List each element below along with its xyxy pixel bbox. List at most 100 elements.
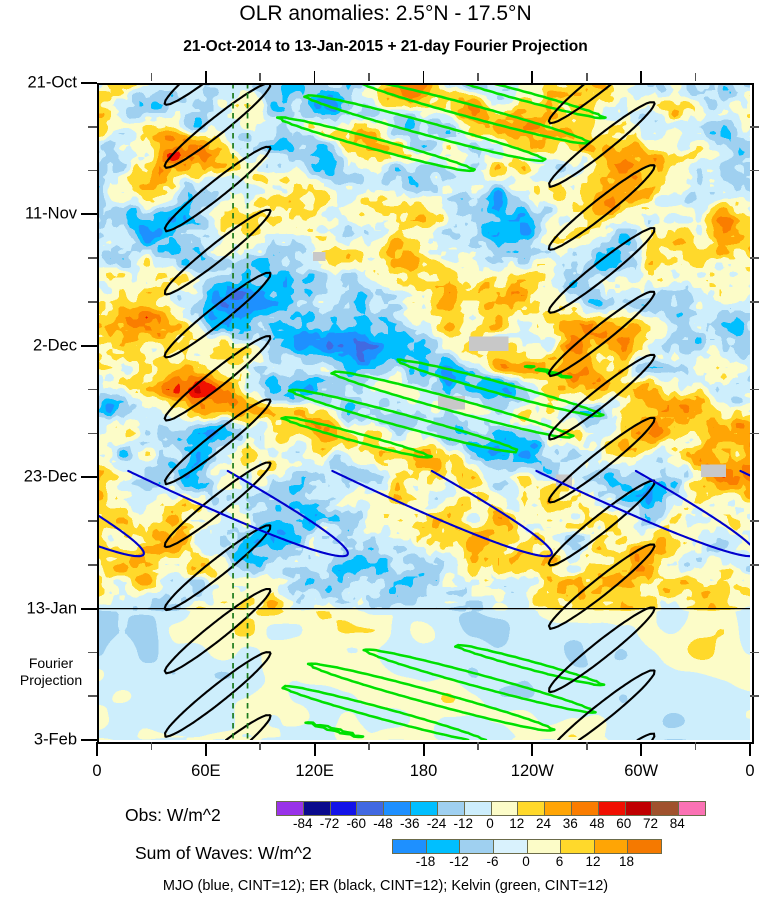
- colorbar-swatch: [459, 840, 493, 853]
- colorbar-tick-label: -48: [373, 816, 393, 831]
- y-tick-minor: [750, 651, 759, 654]
- hovmoller-canvas: [97, 83, 750, 740]
- colorbar-tick-label: 18: [618, 854, 635, 869]
- x-tick-minor: [368, 742, 370, 750]
- colorbar-tick-label: 72: [642, 816, 659, 831]
- colorbar-swatch: [277, 802, 303, 815]
- y-tick-major: [81, 344, 97, 347]
- y-tick-major: [81, 213, 97, 216]
- colorbar-swatch: [678, 802, 705, 815]
- x-tick-minor: [368, 73, 370, 81]
- y-tick-minor: [750, 564, 759, 566]
- colorbar-tick-label: -12: [453, 816, 474, 831]
- x-tick-major: [96, 742, 98, 756]
- x-tick-major: [422, 742, 425, 756]
- colorbar-swatch: [651, 802, 679, 815]
- colorbar-swatch: [302, 802, 330, 815]
- x-tick-label: 180: [409, 762, 438, 780]
- fourier-projection-note: Fourier Projection: [20, 655, 82, 689]
- colorbar-tick-label: -24: [426, 816, 447, 831]
- colorbar-tick-label: 0: [522, 854, 530, 869]
- x-tick-label: 120W: [510, 762, 554, 780]
- colorbar-swatch: [490, 802, 518, 815]
- y-tick-minor: [88, 169, 97, 172]
- colorbar-swatch: [544, 802, 571, 815]
- y-tick-minor: [88, 651, 97, 654]
- colorbar-tick-label: 24: [535, 816, 552, 831]
- colorbar-swatch: [356, 802, 384, 815]
- x-tick-minor: [585, 73, 588, 81]
- y-tick-minor: [88, 257, 97, 259]
- y-tick-minor: [88, 564, 97, 566]
- page-title: OLR anomalies: 2.5°N - 17.5°N: [239, 2, 532, 25]
- x-tick-major: [749, 742, 751, 756]
- colorbar-swatch: [526, 840, 561, 853]
- colorbar-swatch: [593, 840, 628, 853]
- x-tick-major: [313, 742, 316, 756]
- colorbar-swatch: [627, 840, 661, 853]
- colorbar-tick-label: -72: [319, 816, 340, 831]
- x-tick-minor: [259, 742, 262, 750]
- y-tick-label: 3-Feb: [33, 730, 77, 749]
- y-tick-major: [81, 607, 97, 610]
- colorbar-tick-label: -60: [346, 816, 367, 831]
- y-tick-major: [81, 739, 97, 741]
- waves-colorbar-ticks: -18 -12 -6 0 6 12 18: [392, 854, 660, 869]
- colorbar-tick-label: -84: [292, 816, 313, 831]
- colorbar-swatch: [425, 840, 460, 853]
- y-tick-minor: [88, 301, 97, 303]
- colorbar-tick-label: -6: [486, 854, 499, 869]
- colorbar-tick-label: -36: [399, 816, 420, 831]
- colorbar-swatch: [570, 802, 598, 815]
- fourier-note-line-2: Projection: [19, 671, 83, 688]
- y-tick-major: [81, 82, 97, 84]
- colorbar-swatch: [624, 802, 652, 815]
- obs-colorbar-ticks: -84 -72 -60 -48 -36 -24 -12 0 12 24 36 48 60 72 84: [276, 816, 704, 831]
- x-tick-minor: [150, 742, 153, 750]
- x-tick-major: [204, 742, 207, 756]
- x-tick-minor: [313, 71, 316, 83]
- y-tick-label: 2-Dec: [32, 336, 77, 355]
- y-tick-minor: [88, 388, 97, 391]
- x-tick-minor: [531, 71, 534, 83]
- x-tick-minor: [422, 71, 425, 83]
- colorbar-tick-label: 48: [589, 816, 605, 831]
- x-tick-minor: [150, 73, 153, 81]
- colorbar-swatch: [329, 802, 357, 815]
- waves-colorbar: [392, 839, 662, 854]
- colorbar-tick-label: 60: [616, 816, 632, 831]
- colorbar-swatch: [597, 802, 625, 815]
- y-tick-label: 23-Dec: [23, 467, 77, 486]
- y-tick-minor: [88, 432, 97, 435]
- y-tick-minor: [750, 257, 759, 259]
- x-tick-minor: [477, 73, 479, 81]
- obs-colorbar-label: Obs: W/m^2: [125, 805, 221, 825]
- y-tick-minor: [750, 432, 759, 435]
- colorbar-tick-label: 12: [585, 854, 601, 869]
- y-tick-label: 11-Nov: [25, 204, 77, 223]
- y-tick-minor: [88, 520, 97, 522]
- x-tick-label: 0: [92, 762, 102, 780]
- x-tick-label: 60E: [191, 762, 221, 780]
- colorbar-tick-label: 36: [562, 816, 578, 831]
- colorbar-tick-label: 6: [555, 854, 564, 869]
- x-tick-minor: [640, 71, 642, 83]
- colorbar-tick-label: 84: [669, 816, 685, 831]
- x-tick-label: 0: [745, 762, 755, 780]
- obs-colorbar: [276, 801, 706, 816]
- y-tick-minor: [750, 695, 759, 697]
- x-tick-major: [640, 742, 643, 756]
- colorbar-swatch: [410, 802, 437, 815]
- page-subtitle: 21-Oct-2014 to 13-Jan-2015 + 21-day Four…: [183, 38, 588, 55]
- colorbar-tick-label: 12: [509, 816, 525, 831]
- y-tick-minor: [750, 301, 759, 303]
- x-tick-label: 120E: [295, 762, 334, 780]
- y-tick-label: 13-Jan: [26, 599, 77, 618]
- colorbar-swatch: [383, 802, 411, 815]
- x-tick-major: [531, 742, 534, 756]
- y-tick-minor: [750, 169, 759, 172]
- x-tick-minor: [259, 73, 262, 81]
- y-tick-minor: [750, 126, 759, 128]
- legend-footnote: MJO (blue, CINT=12); ER (black, CINT=12)…: [162, 878, 609, 894]
